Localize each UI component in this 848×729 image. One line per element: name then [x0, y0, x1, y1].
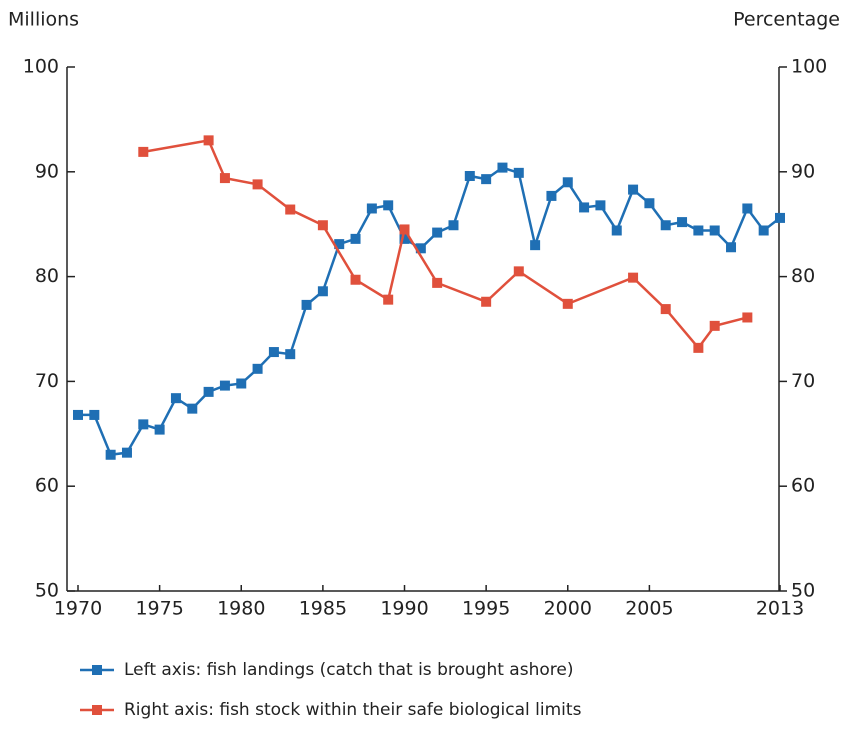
y-tick-label: 50 — [35, 580, 59, 602]
series-marker — [709, 225, 720, 236]
series-marker — [481, 174, 492, 185]
series-marker — [562, 177, 573, 188]
y-tick-label: 80 — [35, 265, 59, 287]
series-marker — [644, 198, 655, 209]
series-marker — [513, 266, 524, 277]
y2-tick-label: 90 — [791, 160, 815, 182]
series-marker — [611, 225, 622, 236]
series-marker — [530, 240, 541, 251]
x-tick-label: 1970 — [54, 598, 102, 620]
legend-marker — [92, 705, 102, 715]
y2-tick-label: 50 — [791, 580, 815, 602]
x-tick-label: 1980 — [217, 598, 265, 620]
series-marker — [203, 386, 214, 397]
series-marker — [562, 298, 573, 309]
series-marker — [252, 179, 263, 190]
series-marker — [628, 184, 639, 195]
series-marker — [105, 449, 116, 460]
series-marker — [89, 409, 100, 420]
y2-tick-label: 60 — [791, 475, 815, 497]
series-marker — [432, 277, 443, 288]
series-marker — [138, 419, 149, 430]
series-marker — [350, 233, 361, 244]
series-marker — [301, 299, 312, 310]
series-marker — [285, 349, 296, 360]
series-marker — [415, 243, 426, 254]
series-marker — [203, 135, 214, 146]
legend: Left axis: fish landings (catch that is … — [80, 660, 582, 720]
series-marker — [268, 347, 279, 358]
series-marker — [219, 173, 230, 184]
series-marker — [399, 233, 410, 244]
series-marker — [497, 162, 508, 173]
series-marker — [236, 378, 247, 389]
x-tick-label: 2000 — [544, 598, 592, 620]
series-marker — [334, 239, 345, 250]
y2-tick-label: 80 — [791, 265, 815, 287]
series-marker — [73, 409, 83, 420]
series-marker — [432, 227, 443, 238]
y2-tick-label: 70 — [791, 370, 815, 392]
series-marker — [693, 342, 704, 353]
y-axis-label: Millions — [8, 9, 79, 31]
x-tick-label: 1985 — [299, 598, 347, 620]
y2-axis-label: Percentage — [733, 9, 840, 31]
series-marker — [726, 242, 737, 253]
series-marker — [513, 167, 524, 178]
series-marker — [481, 296, 492, 307]
y2-tick-label: 100 — [791, 56, 827, 78]
series-marker — [660, 304, 671, 315]
series-marker — [677, 217, 688, 228]
series-marker — [709, 320, 720, 331]
series-marker — [187, 403, 198, 414]
series-marker — [464, 170, 475, 181]
series-marker — [138, 146, 149, 157]
y-tick-label: 60 — [35, 475, 59, 497]
x-tick-label: 1975 — [135, 598, 183, 620]
series-marker — [317, 220, 328, 231]
series-marker — [317, 286, 328, 297]
y-tick-label: 70 — [35, 370, 59, 392]
series-marker — [383, 200, 394, 211]
series-marker — [170, 393, 181, 404]
y-tick-label: 100 — [23, 56, 59, 78]
series-marker — [693, 225, 704, 236]
series-marker — [154, 424, 165, 435]
series-line — [78, 166, 781, 457]
series-marker — [219, 380, 230, 391]
series-marker — [448, 220, 459, 231]
legend-marker — [92, 665, 102, 675]
series-marker — [350, 274, 361, 285]
series-marker — [366, 203, 377, 214]
legend-label: Right axis: fish stock within their safe… — [124, 700, 582, 720]
series-marker — [546, 190, 557, 201]
series-marker — [742, 203, 753, 214]
series-marker — [383, 294, 394, 305]
x-tick-label: 1990 — [380, 598, 428, 620]
series-marker — [399, 224, 410, 235]
series-marker — [758, 225, 769, 236]
x-tick-label: 2013 — [756, 598, 804, 620]
series-marker — [742, 312, 753, 323]
legend-label: Left axis: fish landings (catch that is … — [124, 660, 573, 680]
series-line — [143, 138, 748, 350]
x-tick-label: 2005 — [625, 598, 673, 620]
series-marker — [660, 220, 671, 231]
series-marker — [285, 204, 296, 215]
series-marker — [121, 447, 132, 458]
series-marker — [775, 212, 785, 223]
series-marker — [579, 202, 590, 213]
x-tick-label: 1995 — [462, 598, 510, 620]
y-tick-label: 90 — [35, 160, 59, 182]
series-marker — [252, 363, 263, 374]
series-marker — [595, 200, 606, 211]
series-marker — [628, 272, 639, 283]
